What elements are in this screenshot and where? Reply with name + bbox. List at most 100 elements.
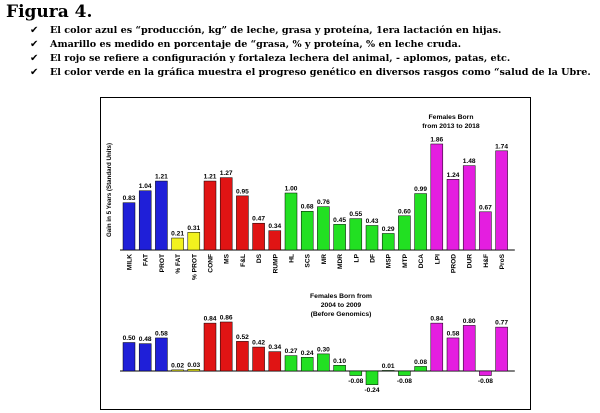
bar-hl [284,355,298,372]
bar-scs [300,357,314,372]
bar-msp [381,370,395,372]
data-label: 0.60 [398,208,411,215]
category-tick-label: LPI [434,254,441,264]
data-label: 1.21 [155,174,168,181]
category-tick-label: LP [353,253,360,262]
data-label: 0.99 [414,186,427,193]
data-label: 0.42 [252,340,265,347]
bar-fat [138,343,152,372]
data-label: 1.74 [495,143,508,150]
bullet-list: ✔ El color azul es “producción, kg” de le… [30,24,591,80]
bar-hl [284,192,298,251]
data-label: 0.02 [171,362,184,369]
data-label: 0.34 [268,344,281,351]
data-label: 0.30 [317,346,330,353]
category-tick-label: DUR [467,254,474,269]
bar-scs [300,210,314,251]
bar-mr [317,206,330,251]
bullet-item: ✔ El color azul es “producción, kg” de le… [30,24,591,38]
data-label: 0.50 [123,335,136,342]
genetic-progress-chart: Gain in 5 Years (Standard Units) 0.831.04… [106,114,515,394]
bar-lpi [430,322,444,372]
check-icon: ✔ [30,39,39,50]
data-label: 0.08 [414,359,427,366]
data-label: 1.04 [139,183,152,190]
bar-ds [252,222,265,251]
data-label: 0.47 [252,216,265,223]
bar-msp [381,233,395,251]
data-label: 0.95 [236,188,249,195]
bar--prot [187,232,201,251]
bar-milk [122,342,136,372]
bar--fat [171,369,184,372]
data-label: 0.58 [155,330,168,337]
category-tick-label: MILK [127,254,134,270]
data-label: 1.00 [285,186,298,193]
figure-title: Figura 4. [6,2,93,22]
bar-df [365,370,379,385]
series-annotation: (Before Genomics) [311,311,372,318]
category-tick-label: % FAT [175,254,182,274]
data-label: 0.01 [382,363,395,370]
data-label: 0.80 [463,318,476,325]
data-label: 0.03 [187,362,200,369]
bar-lp [349,370,363,376]
y-axis-label: Gain in 5 Years (Standard Units) [106,143,113,237]
category-tick-label: H&F [483,254,490,268]
data-label: 0.24 [301,350,314,357]
bar-h-f [479,370,492,376]
bar-mdr [333,224,346,251]
bar-milk [122,202,136,251]
category-tick-label: RUMP [272,253,279,273]
category-tick-label: F&L [240,254,247,267]
bar-fat [138,190,152,251]
bar-pros [495,326,508,372]
bar-dur [462,165,476,251]
category-tick-label: FAT [143,254,150,266]
category-tick-label: MR [321,254,328,264]
series-annotation: 2004 to 2009 [321,302,362,309]
data-label: -0.08 [397,378,412,385]
data-label: 0.21 [171,231,184,238]
bullet-text: El color azul es “producción, kg” de lec… [50,25,502,36]
bar-f-l [236,195,249,251]
bullet-text: El rojo se refiere a configuración y for… [50,53,511,64]
data-label: 1.27 [220,170,233,177]
series-annotation: Females Born from [310,293,372,300]
category-tick-label: MTP [402,253,409,268]
category-tick-label: SCS [305,253,312,267]
bar-mtp [398,215,411,251]
category-tick-label: HL [289,254,296,263]
category-tick-label: MS [224,253,231,263]
data-label: 0.52 [236,334,249,341]
data-label: 0.48 [139,336,152,343]
data-label: 0.10 [333,358,346,365]
data-label: 0.67 [479,204,492,211]
bar-pros [495,150,508,251]
bullet-item: ✔ El color verde en la gráfica muestra el… [30,66,591,80]
check-icon: ✔ [30,67,39,78]
category-tick-label: PROD [451,254,458,273]
data-label: 0.76 [317,199,330,206]
category-tick-label: DCA [418,254,425,269]
data-label: -0.08 [348,378,363,385]
bar-f-l [236,341,249,372]
category-tick-label: PROT [159,254,166,272]
category-tick-label: ProS [499,253,506,269]
check-icon: ✔ [30,25,39,36]
data-label: 0.58 [447,330,460,337]
bar--fat [171,237,184,251]
bar-ms [219,321,233,372]
series-annotation: Females Born [429,114,474,121]
data-label: 0.34 [268,223,281,230]
bar-ms [219,177,233,251]
data-label: 0.83 [123,195,136,202]
category-tick-label: MSP [386,253,393,268]
data-label: 1.24 [447,172,460,179]
data-label: 0.45 [333,217,346,224]
data-label: 1.86 [430,136,443,143]
data-label: 0.84 [430,316,443,323]
category-tick-label: DF [370,254,377,263]
bar-df [365,225,379,251]
bar-prod [446,179,460,251]
